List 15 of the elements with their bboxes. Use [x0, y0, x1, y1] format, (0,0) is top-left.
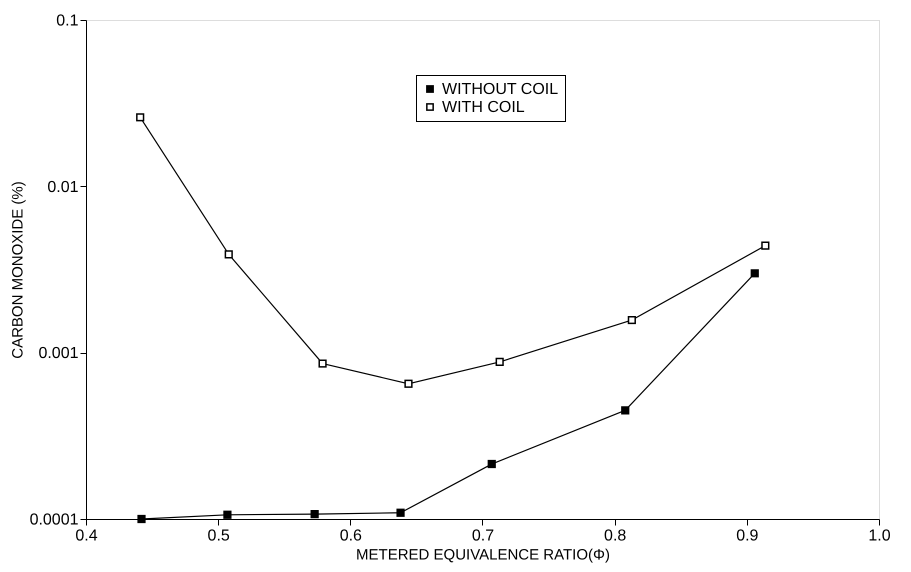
y-tick-label: 0.1	[56, 12, 79, 30]
x-tick-label: 0.7	[472, 528, 494, 544]
x-tick-label: 0.6	[340, 528, 362, 544]
x-tick-label: 0.4	[75, 528, 98, 544]
legend-label: WITH COIL	[442, 99, 525, 116]
y-tick-label: 0.001	[38, 345, 79, 362]
x-tick-label: 0.9	[736, 528, 759, 544]
x-tick-label: 0.5	[208, 528, 230, 544]
y-axis-title: CARBON MONOXIDE (%)	[10, 181, 27, 359]
legend-label: WITHOUT COIL	[442, 81, 558, 98]
y-tick-label: 0.0001	[30, 512, 79, 528]
x-axis-title: METERED EQUIVALENCE RATIO(Φ)	[356, 546, 610, 564]
y-tick-label: 0.01	[47, 178, 79, 196]
x-tick-label: 0.8	[604, 528, 626, 544]
x-tick-label: 1.0	[868, 528, 891, 544]
